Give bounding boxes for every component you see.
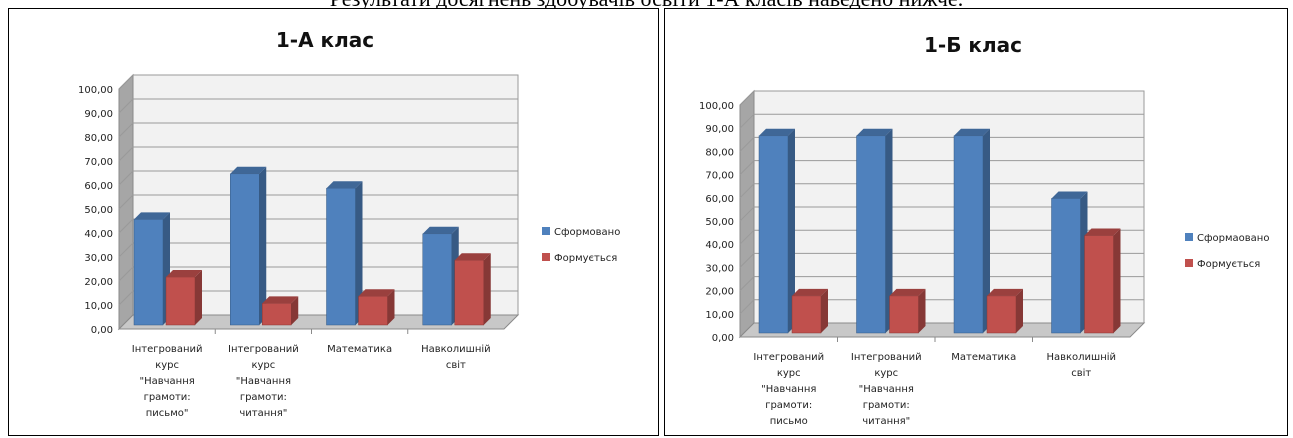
x-tick-label: Інтегрований (753, 352, 824, 363)
x-tick-label: Інтегрований (132, 344, 203, 355)
page-caption: Результати досягнень здобувачів освіти 1… (0, 0, 1293, 12)
gridline (739, 229, 1144, 245)
gridline (739, 276, 1144, 291)
x-tick-label: Навколишній (421, 343, 491, 355)
y-tick-label: 70,00 (84, 157, 113, 168)
x-tick-label: читання" (239, 408, 287, 419)
legend-label: Сформовано (554, 227, 620, 238)
y-tick-label: 100,00 (78, 85, 113, 96)
x-tick-label: грамоти: (144, 392, 191, 403)
gridline (118, 266, 518, 282)
x-tick-label: курс (251, 360, 275, 371)
legend-label: Сформаовано (1197, 233, 1269, 244)
bar-forming (1084, 228, 1121, 334)
bar-forming (358, 289, 395, 326)
x-tick-label: "Навчання (761, 384, 816, 395)
y-tick-label: 60,00 (705, 194, 734, 205)
x-tick-label: письмо" (146, 408, 189, 419)
x-tick-label: "Навчання (859, 384, 914, 395)
legend-swatch (542, 227, 550, 235)
chart-panel-1b: 1-Б клас 0,00 10,00 20,00 30,00 40,00 50,00 60,… (664, 8, 1288, 436)
y-tick-label: 20,00 (705, 287, 734, 298)
y-tick-label: 30,00 (705, 263, 734, 274)
bar-forming (454, 253, 491, 326)
chart-1b-svg: 1-Б клас 0,00 10,00 20,00 30,00 40,00 50,00 60,… (699, 33, 1269, 427)
x-tick-label: курс (155, 360, 179, 371)
x-tick-label: світ (1071, 367, 1091, 379)
gridline (739, 252, 1144, 268)
gridline (118, 122, 518, 138)
x-tick-label: Математика (951, 352, 1016, 363)
chart-floor (117, 314, 520, 330)
y-tick-label: 60,00 (84, 181, 113, 192)
legend-swatch (542, 253, 550, 261)
bar-formed (1051, 191, 1088, 334)
y-tick-label: 50,00 (84, 205, 113, 216)
gridline (118, 242, 518, 258)
x-tick-label: Математика (327, 344, 392, 355)
gridline (739, 136, 1144, 152)
gridline (739, 90, 1144, 106)
x-tick-label: курс (777, 368, 801, 379)
gridline (118, 170, 518, 186)
bar-forming (262, 296, 299, 326)
bar-formed (953, 128, 990, 334)
y-tick-label: 40,00 (84, 229, 113, 240)
gridline (739, 113, 1144, 129)
chart-title: 1-Б клас (924, 33, 1022, 57)
x-tick-label: Інтегрований (851, 352, 922, 363)
x-tick-label: світ (446, 359, 466, 371)
y-tick-label: 80,00 (84, 133, 113, 144)
x-tick-label: грамоти: (765, 400, 812, 411)
chart-panel-1a: 1-А клас 0,00 10,00 20,00 30,00 40,00 50,00 60,… (8, 8, 659, 436)
y-tick-label: 40,00 (705, 240, 734, 251)
y-tick-label: 20,00 (84, 277, 113, 288)
bar-formed (422, 226, 459, 326)
bar-forming (165, 270, 202, 326)
gridline (118, 98, 518, 114)
y-tick-label: 100,00 (699, 101, 734, 112)
bar-formed (230, 166, 267, 326)
legend-swatch (1185, 259, 1193, 267)
y-tick-label: 50,00 (705, 217, 734, 228)
x-tick-label: курс (874, 368, 898, 379)
gridline (739, 183, 1144, 199)
chart-1a-svg: 1-А клас 0,00 10,00 20,00 30,00 40,00 50,00 60,… (78, 28, 620, 419)
x-tick-label: грамоти: (863, 400, 910, 411)
legend-label: Формується (554, 253, 617, 264)
x-tick-label: Інтегрований (228, 344, 299, 355)
gridline (739, 206, 1144, 222)
x-tick-label: грамоти: (240, 392, 287, 403)
y-tick-label: 90,00 (705, 124, 734, 135)
bar-formed (133, 212, 170, 326)
gridline (118, 194, 518, 210)
y-tick-label: 80,00 (705, 147, 734, 158)
x-tick-label: "Навчання (236, 376, 291, 387)
chart-title: 1-А клас (276, 28, 374, 52)
gridline (118, 146, 518, 162)
y-tick-label: 0,00 (712, 333, 734, 344)
gridline (118, 218, 518, 234)
x-tick-label: письмо (770, 416, 808, 427)
x-tick-label: Навколишній (1046, 351, 1116, 363)
gridline (739, 160, 1144, 175)
bar-forming (889, 288, 926, 334)
legend-swatch (1185, 233, 1193, 241)
legend-label: Формується (1197, 259, 1260, 270)
gridline (118, 74, 518, 90)
x-tick-label: "Навчання (139, 376, 194, 387)
bar-formed (856, 128, 893, 334)
y-tick-label: 90,00 (84, 109, 113, 120)
y-tick-label: 30,00 (84, 253, 113, 264)
y-tick-label: 10,00 (705, 310, 734, 321)
y-tick-label: 70,00 (705, 171, 734, 182)
y-tick-label: 10,00 (84, 301, 113, 312)
bar-forming (791, 288, 828, 334)
x-tick-label: читання" (862, 416, 910, 427)
y-tick-label: 0,00 (91, 325, 113, 336)
bar-formed (758, 128, 795, 334)
bar-forming (986, 288, 1023, 334)
chart-floor (738, 322, 1146, 338)
bar-formed (326, 181, 363, 326)
